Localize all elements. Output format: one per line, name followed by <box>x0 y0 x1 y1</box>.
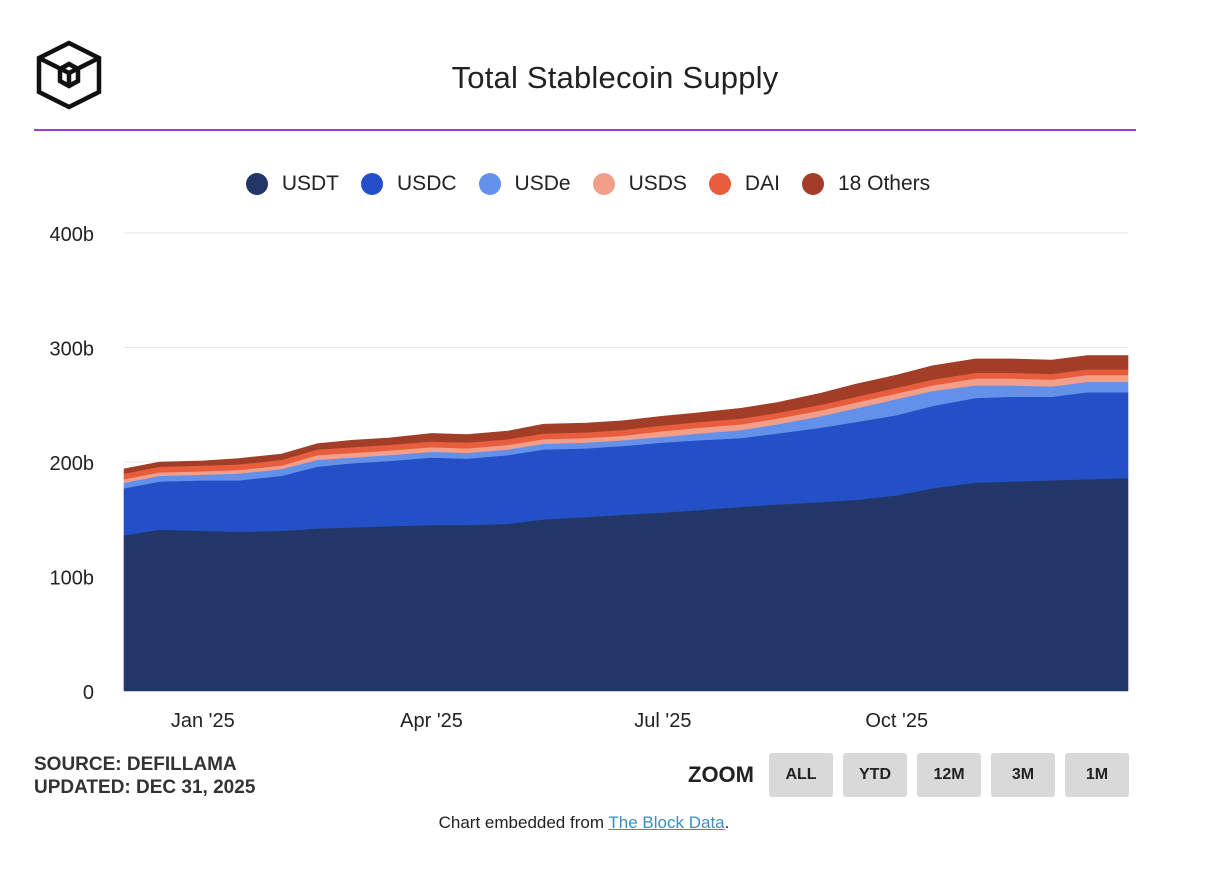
x-tick-label: Oct '25 <box>865 710 928 732</box>
legend-swatch <box>708 173 731 195</box>
y-tick-label: 100b <box>50 568 95 590</box>
legend-swatch <box>592 173 615 195</box>
x-tick-label: Apr '25 <box>400 710 463 732</box>
legend-item-dai[interactable]: DAI <box>708 172 780 196</box>
legend-label: USDC <box>397 172 457 195</box>
embed-prefix: Chart embedded from <box>438 813 609 832</box>
x-tick-label: Jan '25 <box>171 710 235 732</box>
y-tick-label: 300b <box>50 339 95 361</box>
zoom-3m-button[interactable]: 3M <box>991 753 1055 797</box>
embed-note: Chart embedded from The Block Data. <box>0 813 1168 833</box>
legend-label: DAI <box>744 172 780 195</box>
source-label: SOURCE: DEFILLAMA <box>34 754 237 775</box>
legend-label: 18 Others <box>837 172 931 195</box>
zoom-ytd-button[interactable]: YTD <box>843 753 907 797</box>
stacked-area-chart: 0 100b 200b 300b 400b Jan '25 Apr '25 Jul '25 Oc… <box>50 224 1129 732</box>
updated-label: UPDATED: DEC 31, 2025 <box>34 777 256 798</box>
zoom-12m-button[interactable]: 12M <box>917 753 981 797</box>
chart-title: Total Stablecoin Supply <box>451 60 779 95</box>
zoom-1m-button[interactable]: 1M <box>1065 753 1129 797</box>
the-block-logo-icon <box>36 40 102 110</box>
y-tick-label: 400b <box>50 224 95 246</box>
legend-item-usds[interactable]: USDS <box>592 172 687 196</box>
legend-swatch <box>361 173 384 195</box>
legend-item-usdt[interactable]: USDT <box>245 172 340 196</box>
legend-swatch <box>245 173 268 195</box>
area-series-18-others[interactable] <box>123 355 1129 474</box>
y-tick-label: 200b <box>50 453 95 475</box>
zoom-label: ZOOM <box>688 762 754 787</box>
legend-swatch <box>478 173 501 195</box>
legend-label: USDT <box>281 172 340 195</box>
legend-item-usdc[interactable]: USDC <box>361 172 457 196</box>
legend-swatch <box>801 173 824 195</box>
legend-item-usde[interactable]: USDe <box>478 172 571 196</box>
legend-item-18-others[interactable]: 18 Others <box>801 172 931 196</box>
embed-suffix: . <box>724 813 730 832</box>
x-tick-label: Jul '25 <box>634 710 691 732</box>
the-block-data-link[interactable]: The Block Data <box>608 813 725 832</box>
title-divider <box>34 129 1136 131</box>
source-info: SOURCE: DEFILLAMA UPDATED: DEC 31, 2025 <box>34 753 255 799</box>
legend-label: USDe <box>514 172 571 195</box>
legend-label: USDS <box>628 172 687 195</box>
zoom-all-button[interactable]: ALL <box>769 753 833 797</box>
y-tick-label: 0 <box>83 682 94 704</box>
chart-legend: USDT USDC USDe USDS DAI 18 Others <box>0 172 1176 196</box>
